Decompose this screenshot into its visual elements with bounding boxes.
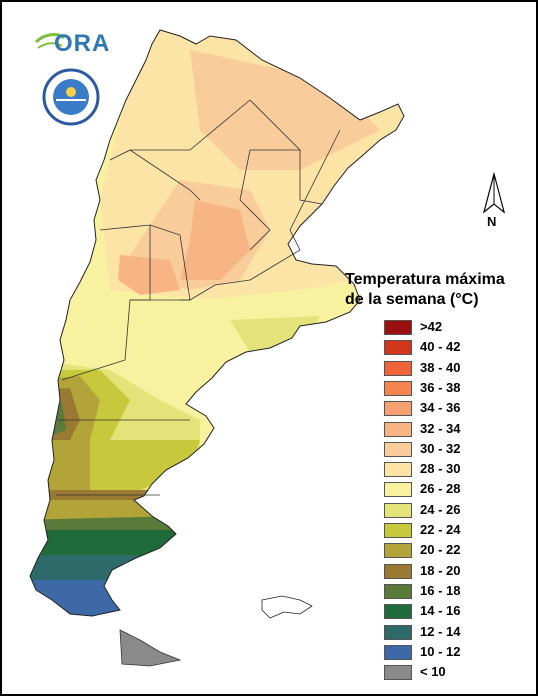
legend-label: 34 - 36 (420, 400, 461, 416)
legend-swatch (384, 644, 412, 660)
legend-swatch (384, 401, 412, 417)
legend-title-line1: Temperatura máxima (345, 271, 505, 288)
legend-item: 16 - 18 (384, 582, 524, 602)
legend-label: >42 (420, 319, 443, 334)
legend-label: 36 - 38 (420, 379, 461, 395)
legend-item: 26 - 28 (384, 480, 524, 500)
legend-item: 28 - 30 (384, 460, 524, 480)
legend-swatch (384, 563, 412, 579)
legend-swatch (384, 320, 412, 335)
legend-item: >42 (384, 318, 524, 338)
legend-label: 40 - 42 (420, 339, 461, 355)
legend-swatch (384, 583, 412, 599)
legend-label: 12 - 14 (420, 623, 461, 639)
legend-item: 40 - 42 (384, 338, 524, 358)
ora-logo-icon (34, 33, 66, 49)
legend-item: 18 - 20 (384, 562, 524, 582)
legend-title-line2: de la semana (°C) (345, 291, 479, 308)
legend-label: 38 - 40 (420, 359, 461, 375)
legend-label: 16 - 18 (420, 582, 461, 598)
legend-item: 14 - 16 (384, 602, 524, 622)
legend-label: 22 - 24 (420, 522, 461, 537)
smn-logo-icon (42, 68, 100, 126)
legend-item: 22 - 24 (384, 521, 524, 541)
legend-swatch (384, 523, 412, 538)
legend-label: 14 - 16 (420, 603, 461, 619)
legend-swatch (384, 380, 412, 396)
legend-swatch (384, 604, 412, 620)
legend-label: 26 - 28 (420, 481, 461, 497)
islas-malvinas (261, 595, 313, 619)
legend-swatch (384, 665, 412, 681)
legend-label: 30 - 32 (420, 440, 461, 456)
legend-swatch (384, 462, 412, 478)
legend-label: 32 - 34 (420, 420, 461, 436)
legend-label: 18 - 20 (420, 562, 461, 578)
legend-item: 38 - 40 (384, 359, 524, 379)
legend-item: 34 - 36 (384, 399, 524, 419)
legend-item: < 10 (384, 663, 524, 683)
legend-swatch (384, 421, 412, 437)
legend-label: 28 - 30 (420, 461, 461, 477)
legend-label: 24 - 26 (420, 501, 461, 517)
north-label: N (487, 214, 497, 229)
tierra-del-fuego (119, 629, 182, 667)
legend-item: 36 - 38 (384, 379, 524, 399)
legend-swatch (384, 502, 412, 518)
legend-item: 30 - 32 (384, 440, 524, 460)
north-arrow-icon (482, 172, 506, 214)
legend-item: 32 - 34 (384, 420, 524, 440)
legend-item: 20 - 22 (384, 541, 524, 561)
legend-swatch (384, 624, 412, 640)
legend-label: 20 - 22 (420, 542, 461, 558)
ora-logo-text: ORA (54, 30, 111, 57)
legend-swatch (384, 340, 412, 356)
legend-item: 10 - 12 (384, 643, 524, 663)
legend-swatch (384, 360, 412, 376)
legend-item: 12 - 14 (384, 623, 524, 643)
province-borders (29, 29, 405, 617)
legend-swatch (384, 482, 412, 498)
legend-swatch (384, 441, 412, 457)
legend-item: 24 - 26 (384, 501, 524, 521)
legend-swatch (384, 543, 412, 559)
legend-label: < 10 (420, 664, 446, 680)
legend-label: 10 - 12 (420, 643, 461, 659)
legend-title: Temperatura máxima de la semana (°C) (345, 270, 535, 310)
